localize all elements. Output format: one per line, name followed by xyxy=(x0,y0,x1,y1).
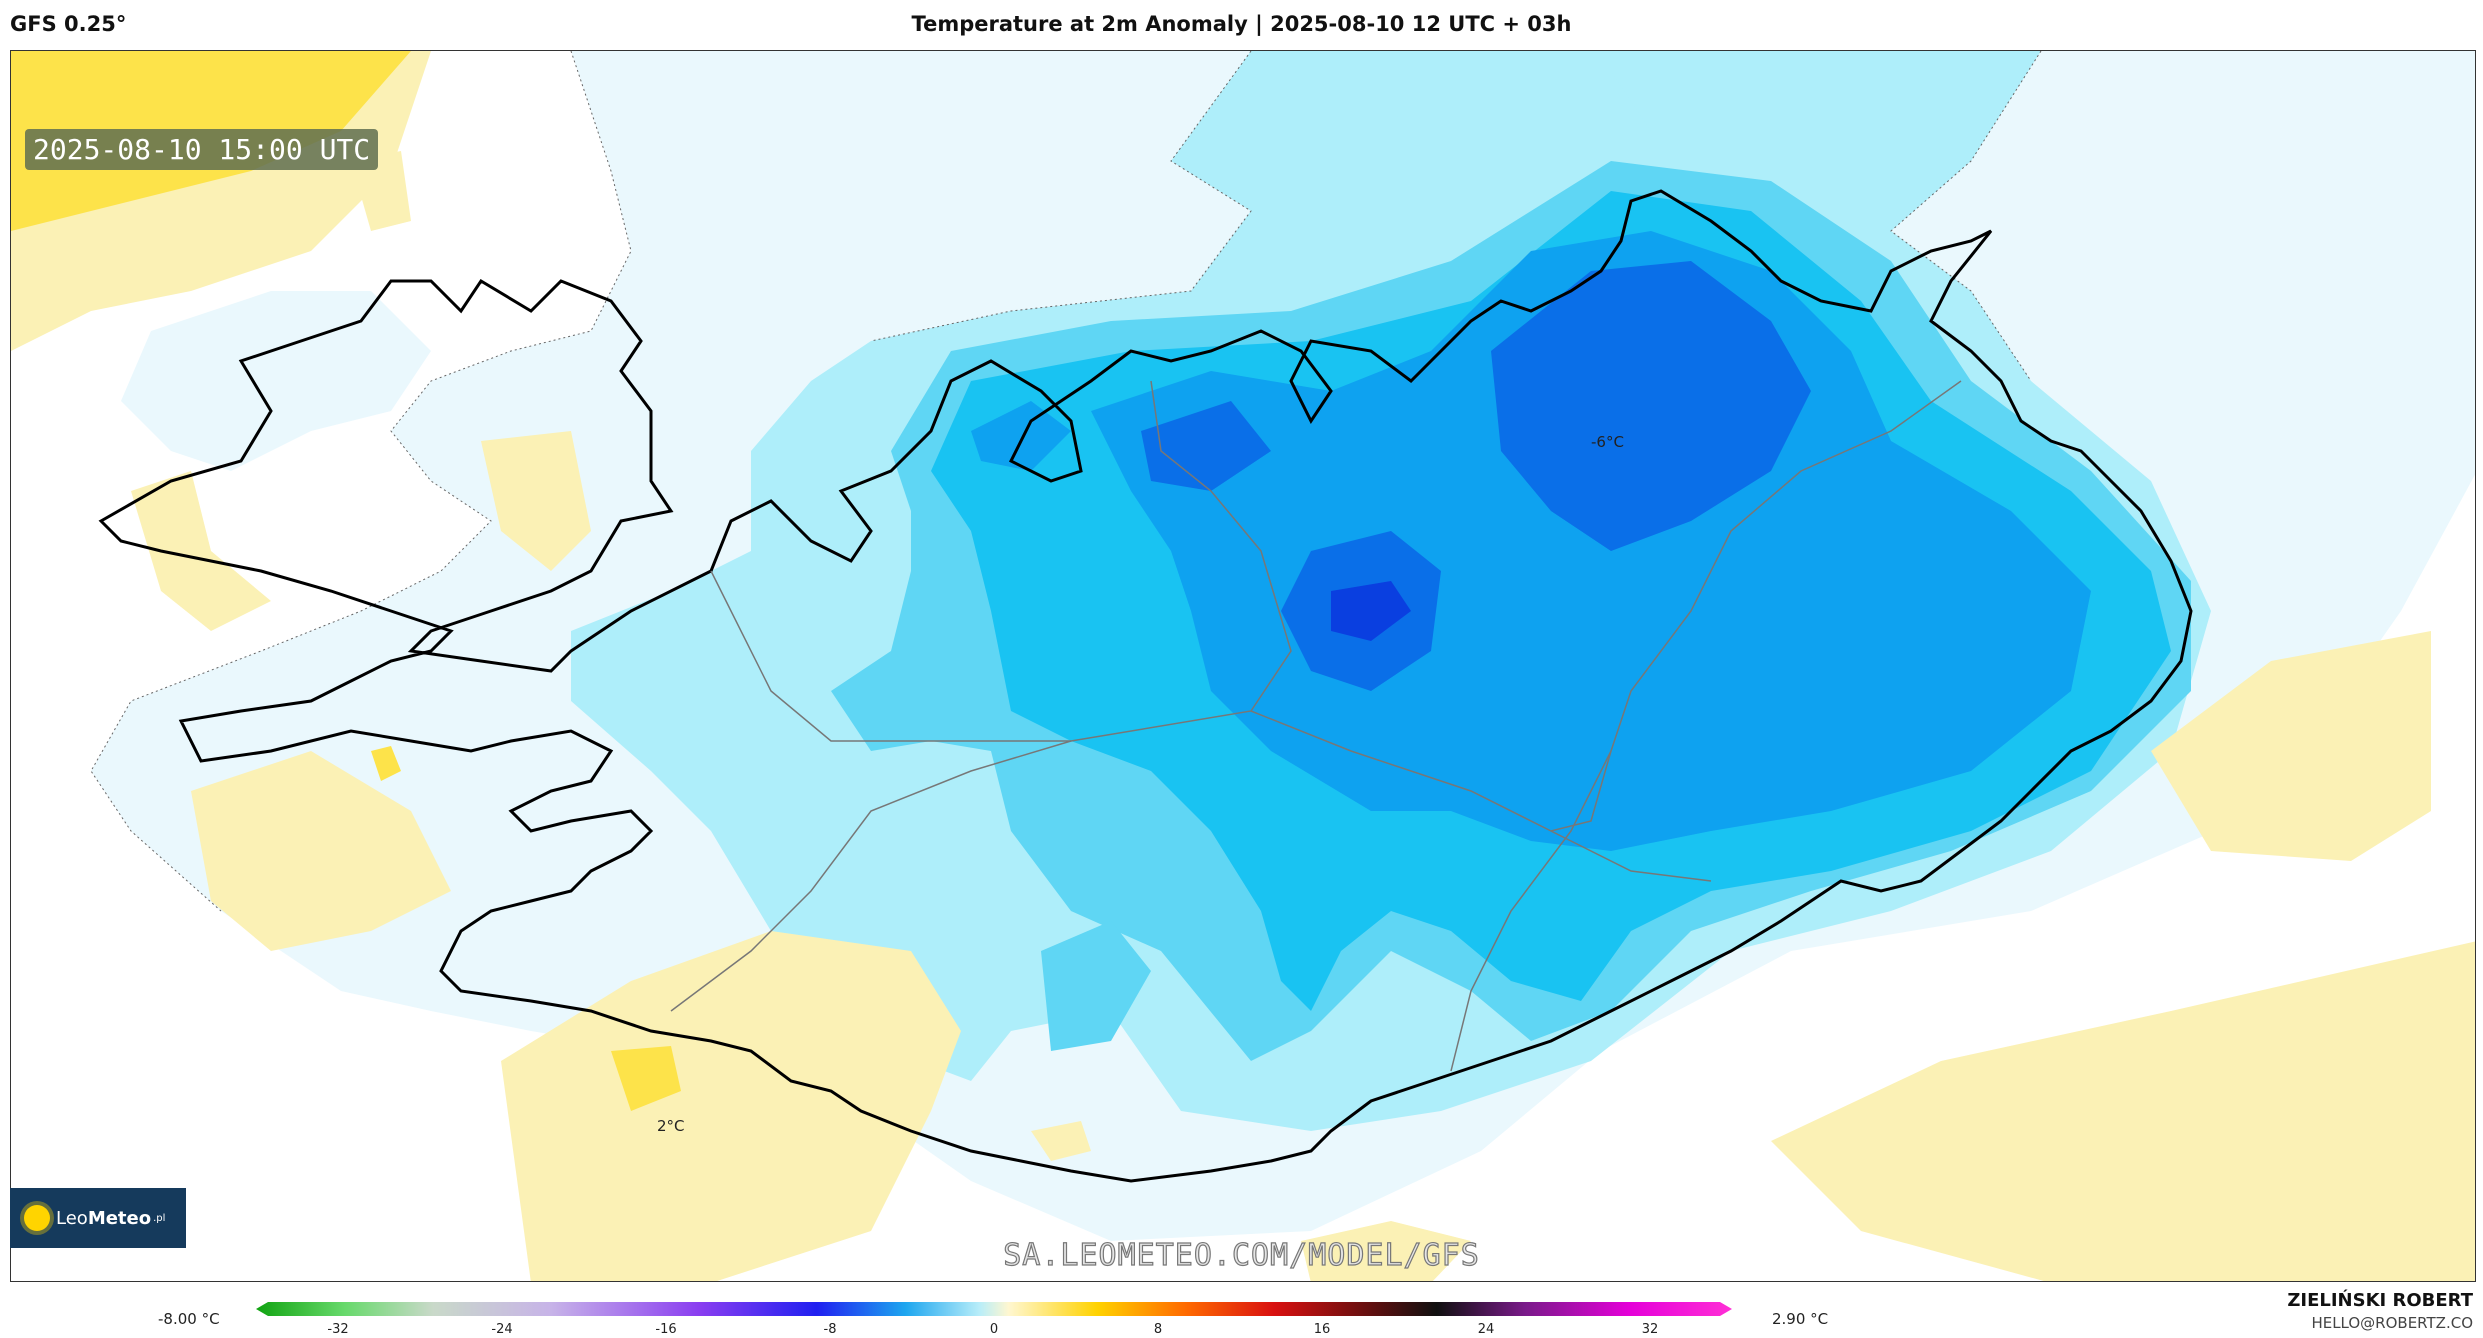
colorbar-tick: -8 xyxy=(823,1322,837,1337)
colorbar-tick: 8 xyxy=(1153,1322,1163,1337)
model-label: GFS 0.25° xyxy=(10,12,127,36)
anomaly-zone-cold-5 xyxy=(1091,231,2091,851)
map-label-cold-center: -6°C xyxy=(1591,433,1624,451)
regional-boundaries xyxy=(670,380,1962,1072)
legend-max-label: 2.90 °C xyxy=(1772,1310,1829,1328)
colorbar xyxy=(256,1302,1732,1316)
logo-name-light: Leo xyxy=(56,1207,88,1229)
valid-time-badge: 2025-08-10 15:00 UTC xyxy=(25,129,379,170)
colorbar-tick: 32 xyxy=(1641,1322,1659,1337)
colorbar-tick: 16 xyxy=(1313,1322,1331,1337)
colorbar-tick: 0 xyxy=(989,1322,999,1337)
author-name: ZIELIŃSKI ROBERT xyxy=(2287,1290,2473,1311)
color-legend: -8.00 °C - xyxy=(0,1290,2483,1338)
anomaly-map[interactable] xyxy=(11,51,2476,1282)
anomaly-zone-cold-7 xyxy=(1331,581,1411,641)
colorbar-tick: -16 xyxy=(655,1322,677,1337)
logo-tld: .pl xyxy=(153,1212,166,1224)
anomaly-zone-cold-2-north xyxy=(1391,61,1651,161)
map-label-warm-spot: 2°C xyxy=(657,1117,685,1135)
anomaly-zone-light-cold-west xyxy=(121,291,431,471)
logo-name-bold: Meteo xyxy=(87,1207,152,1229)
colorbar-tick: 24 xyxy=(1477,1322,1495,1337)
author-email[interactable]: HELLO@ROBERTZ.CO xyxy=(2311,1314,2473,1332)
legend-min-label: -8.00 °C xyxy=(158,1310,220,1328)
contour-lines xyxy=(90,51,2042,912)
coastline xyxy=(98,189,2193,1183)
sun-icon xyxy=(24,1205,50,1231)
anomaly-zone-warm xyxy=(11,51,2475,1281)
anomaly-zone-cold-6 xyxy=(1141,261,1811,691)
anomaly-zone-cold-3-sw xyxy=(1041,921,1151,1051)
chart-title: Temperature at 2m Anomaly | 2025-08-10 1… xyxy=(911,12,1572,36)
map-frame[interactable]: 2025-08-10 15:00 UTC -6°C 2°C xyxy=(10,50,2476,1282)
anomaly-zone-cold-5-west xyxy=(971,401,1071,471)
colorbar-tick: -24 xyxy=(491,1322,513,1337)
leometeo-logo[interactable]: LeoMeteo .pl xyxy=(10,1188,186,1248)
colorbar-tick: -32 xyxy=(327,1322,349,1337)
watermark-url: SA.LEOMETEO.COM/MODEL/GFS xyxy=(1003,1237,1480,1273)
